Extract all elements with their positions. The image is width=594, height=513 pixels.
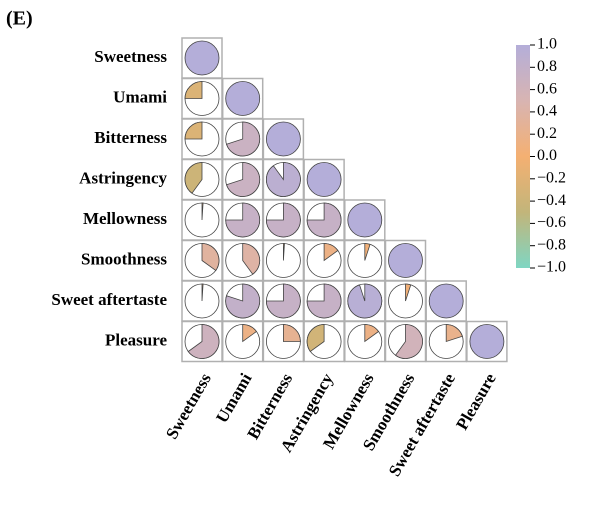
pie-slice <box>283 243 285 261</box>
pie-slice <box>242 324 258 343</box>
row-label: Astringency <box>79 168 167 187</box>
column-label: Pleasure <box>452 370 500 434</box>
pie-slice <box>266 162 301 197</box>
pie <box>225 81 261 116</box>
pie-slice <box>201 283 204 302</box>
pie-slice <box>184 81 203 99</box>
pie <box>306 162 342 197</box>
pie <box>347 202 383 238</box>
pie-slice <box>306 202 342 238</box>
pie-slice <box>242 243 261 275</box>
pie <box>469 324 505 359</box>
row-label: Smoothness <box>81 249 167 268</box>
colorbar-tick-label: 0.8 <box>537 58 557 75</box>
pie-slice <box>226 162 261 197</box>
column-label: Sweetness <box>162 370 215 443</box>
colorbar-tick-label: 0.6 <box>537 80 557 97</box>
colorbar <box>516 45 530 268</box>
pie <box>184 40 220 76</box>
row-label: Sweet aftertaste <box>51 290 167 309</box>
pie <box>388 243 423 278</box>
pie-slice <box>306 283 342 319</box>
pie-slice <box>184 162 203 194</box>
pie-slice <box>323 243 339 262</box>
column-label: Umami <box>212 370 256 426</box>
chart-title: (E) <box>6 8 33 30</box>
row-label: Sweetness <box>94 47 167 66</box>
pie-slice <box>394 324 423 359</box>
pie-slice <box>265 283 301 319</box>
pie-slice <box>184 121 203 140</box>
colorbar-tick-label: −0.4 <box>537 192 566 209</box>
pie-slice <box>187 324 220 359</box>
colorbar-tick-label: −1.0 <box>537 259 566 276</box>
row-label: Umami <box>113 87 167 106</box>
pie-slice <box>347 283 383 319</box>
pie-slice <box>445 324 463 343</box>
colorbar-tick-label: −0.6 <box>537 214 566 231</box>
row-label: Mellowness <box>83 209 167 228</box>
pie-slice <box>306 324 325 353</box>
pie-slice <box>201 243 220 272</box>
pie <box>265 121 301 157</box>
pie-slice <box>225 202 261 238</box>
pie-slice <box>265 202 301 238</box>
colorbar-tick-label: −0.2 <box>537 169 566 186</box>
colorbar-tick-label: −0.8 <box>537 236 566 253</box>
colorbar-tick-label: 0.4 <box>537 103 557 120</box>
colorbar-tick-label: 0.0 <box>537 147 557 164</box>
pie-slice <box>364 243 371 261</box>
pie-slice <box>283 324 301 342</box>
pie <box>428 283 464 319</box>
pie-slice <box>405 283 412 302</box>
colorbar-tick-label: 0.2 <box>537 125 557 142</box>
pie-slice <box>226 121 261 157</box>
row-label: Pleasure <box>105 330 167 349</box>
pie-slice <box>364 324 380 343</box>
colorbar-tick-label: 1.0 <box>537 36 557 53</box>
row-label: Bitterness <box>94 128 167 147</box>
pie-slice <box>225 283 261 319</box>
pie-slice <box>201 202 204 221</box>
